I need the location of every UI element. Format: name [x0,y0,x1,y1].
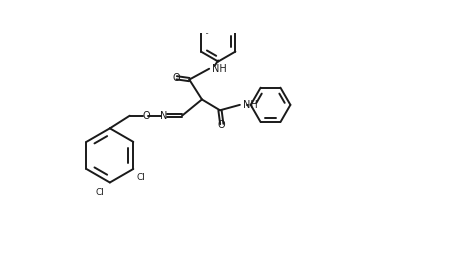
Text: O: O [142,111,150,121]
Text: O: O [218,120,226,130]
Text: N: N [161,111,168,121]
Text: NH: NH [212,64,227,74]
Text: Cl: Cl [95,188,104,197]
Text: O: O [172,73,180,83]
Text: Cl: Cl [137,173,146,182]
Text: NH: NH [243,100,257,110]
